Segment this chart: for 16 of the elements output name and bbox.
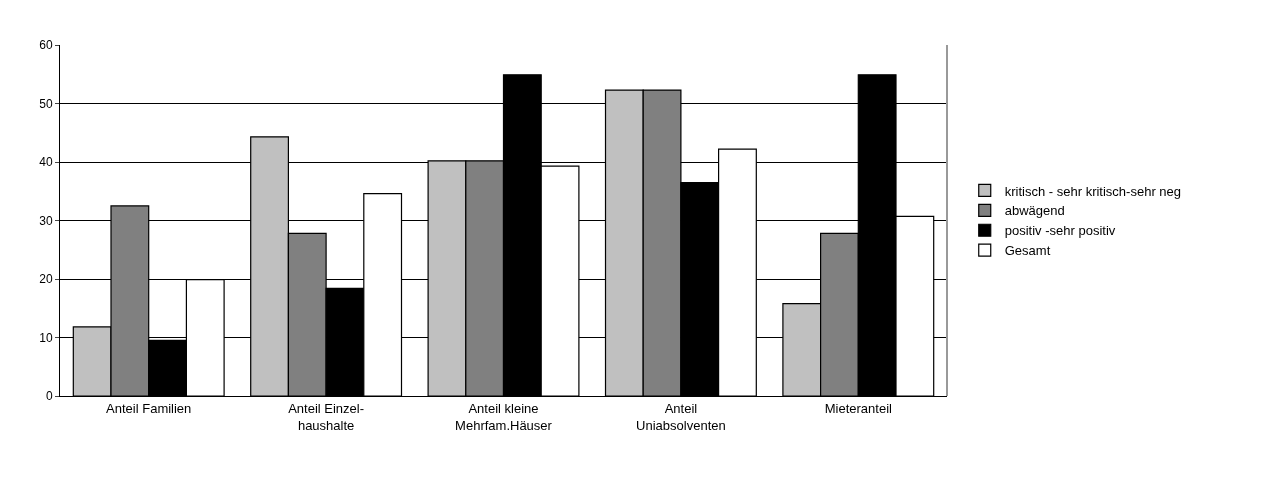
legend-label: positiv -sehr positiv <box>1004 223 1116 239</box>
legend-label: abwägend <box>1004 203 1065 219</box>
x-tick-label: Mieteranteil <box>824 400 893 416</box>
x-tick-label: Anteil Familien <box>106 400 192 416</box>
y-tick-label: 60 <box>39 38 53 53</box>
x-tick-label: Anteil Einzel- haushalte <box>288 400 365 433</box>
y-tick-label: 10 <box>39 330 53 345</box>
legend-label: kritisch - sehr kritisch-sehr neg <box>1004 183 1182 199</box>
y-tick-label: 50 <box>39 96 53 111</box>
y-tick-label: 0 <box>45 389 53 404</box>
y-tick-label: 40 <box>39 155 53 170</box>
y-tick-label: 20 <box>39 272 53 287</box>
legend-label: Gesamt <box>1004 243 1051 259</box>
y-tick-label: 30 <box>39 213 53 228</box>
x-tick-label: Anteil kleine Mehrfam.Häuser <box>455 400 553 433</box>
x-tick-label: Anteil Uniabsolventen <box>636 400 726 433</box>
